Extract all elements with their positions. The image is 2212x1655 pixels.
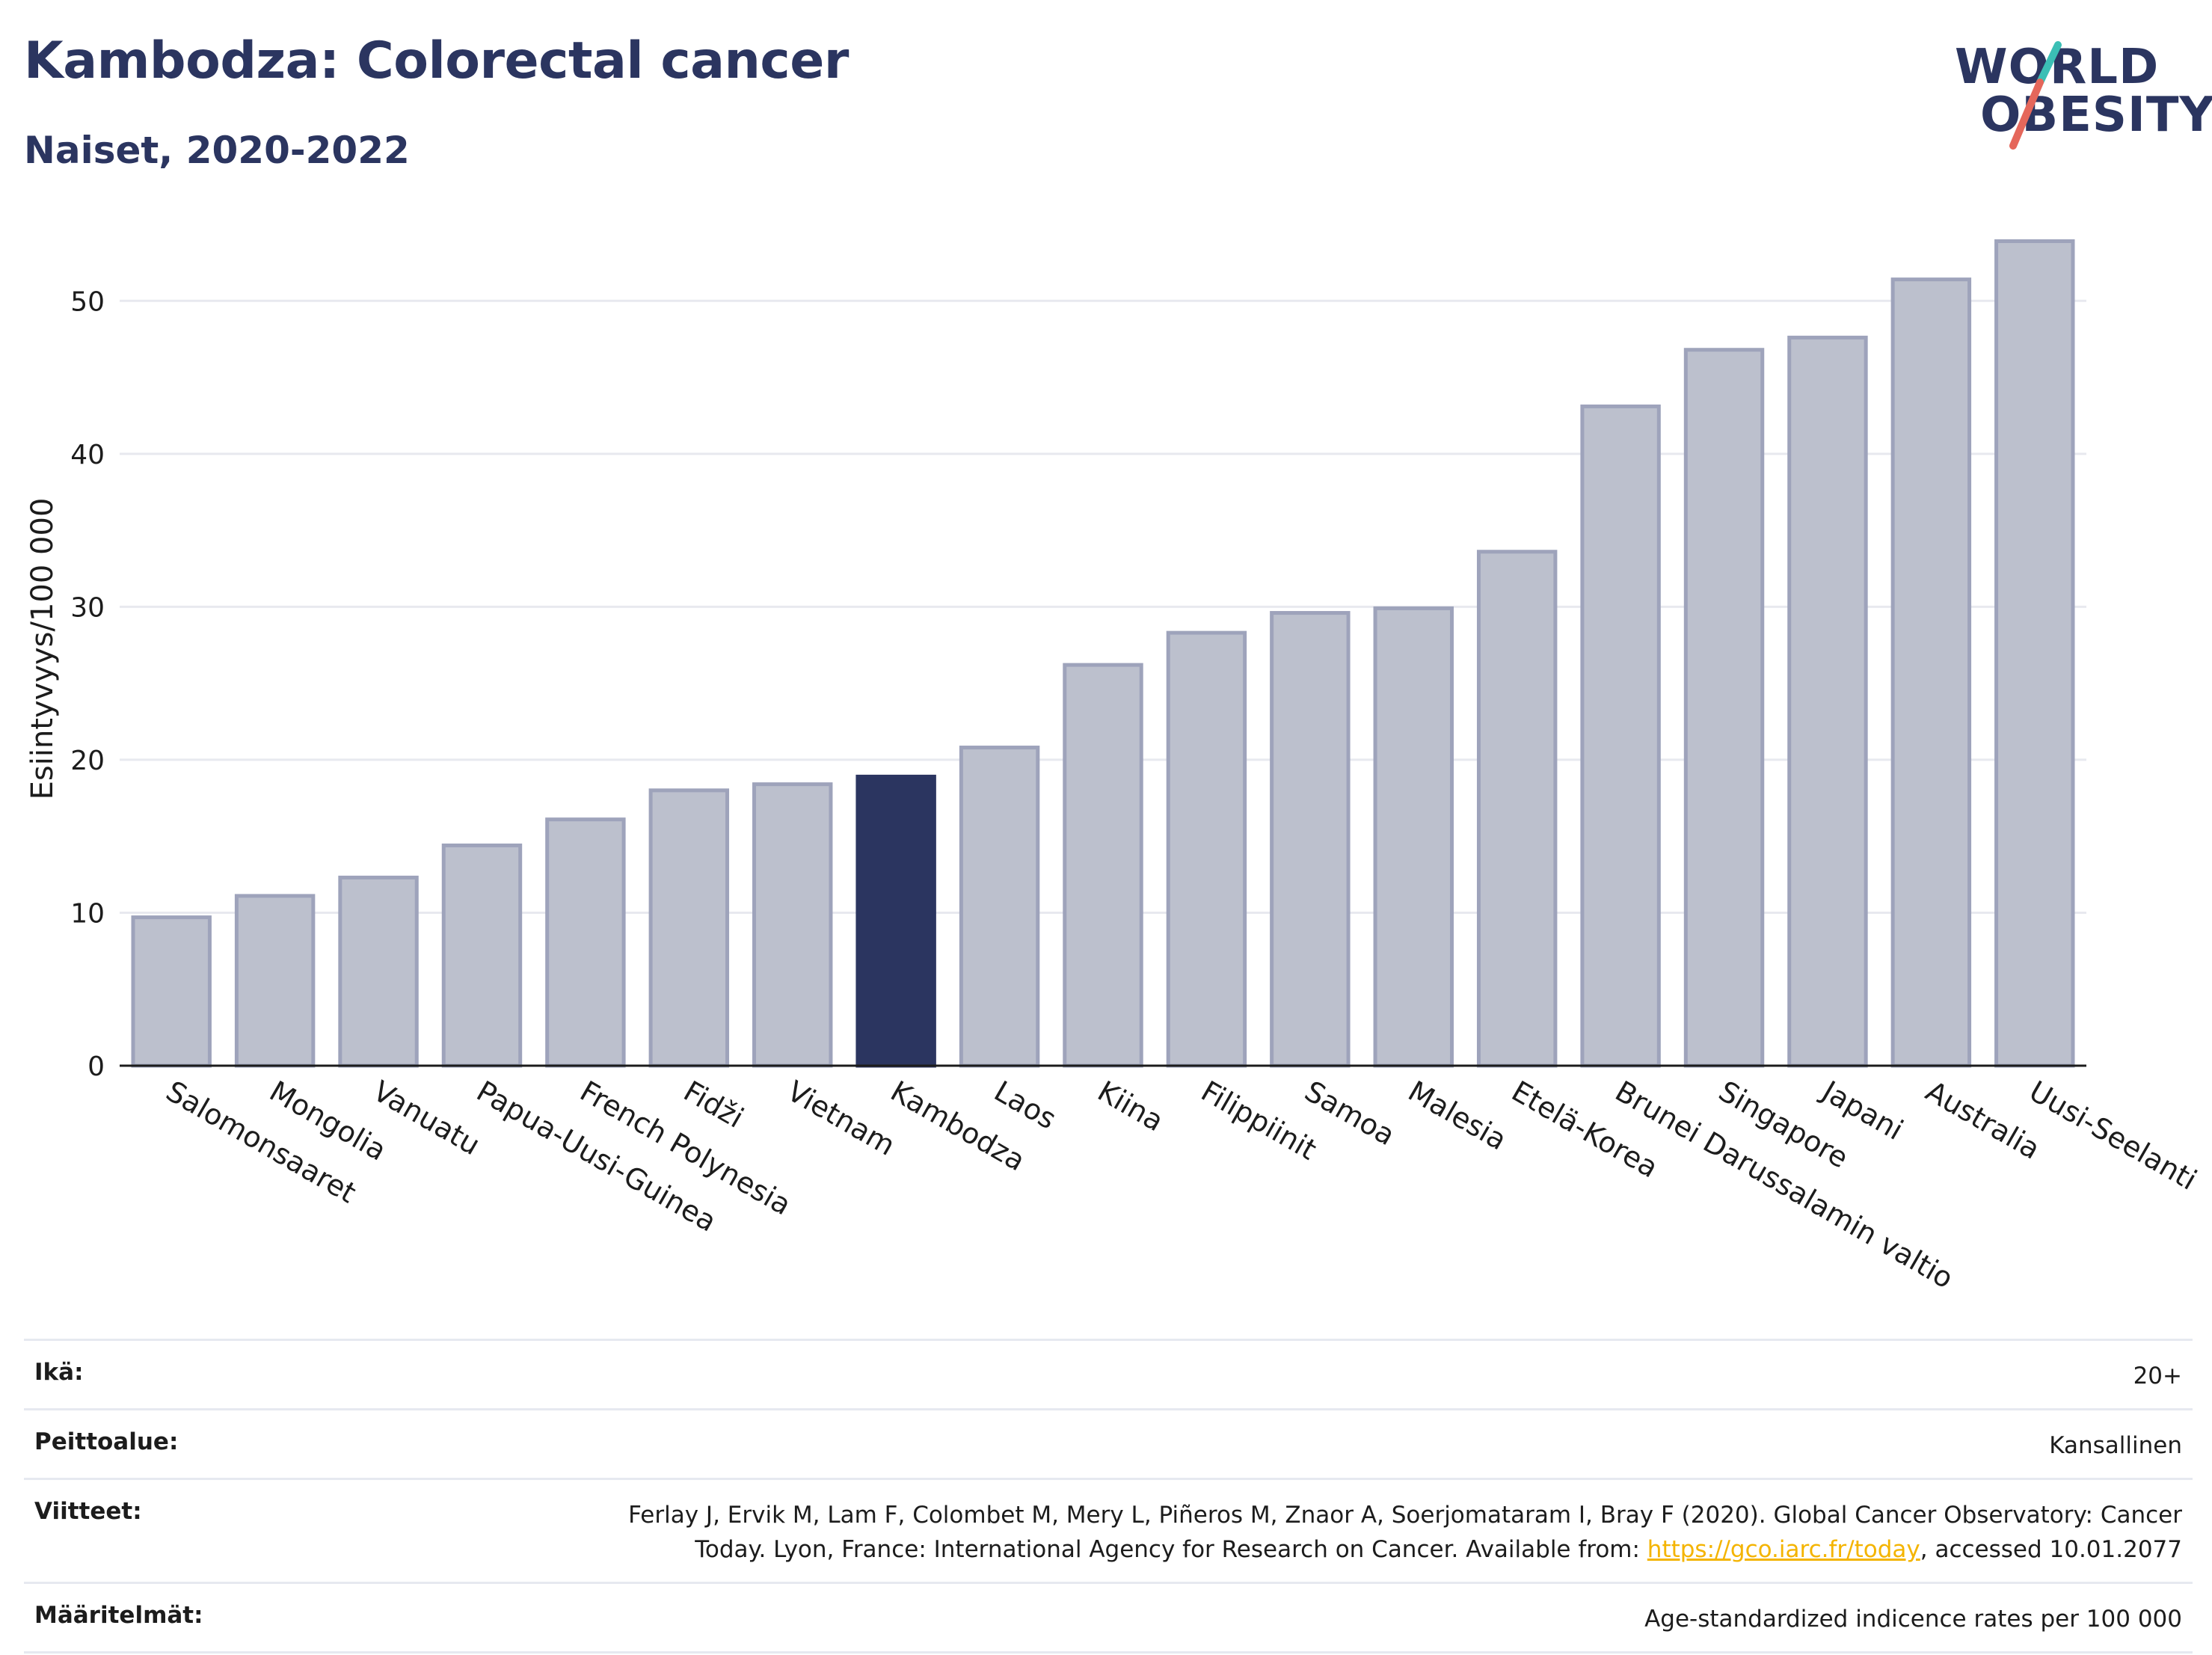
y-tick-label: 20 — [70, 746, 105, 776]
y-tick-label: 0 — [87, 1051, 105, 1082]
x-tick-label: Uusi-Seelanti — [2024, 1075, 2202, 1197]
bar — [338, 875, 419, 1068]
x-tick-label: Salomonsaaret — [161, 1075, 362, 1210]
y-axis-title: Esiintyvyys/100 000 — [25, 498, 60, 800]
bar — [855, 774, 936, 1068]
chart-footer: Ikä: 20+ Peittoalue: Kansallinen Viittee… — [24, 1339, 2193, 1654]
bar — [131, 915, 212, 1068]
footer-label-definitions: Määritelmät: — [34, 1602, 203, 1629]
bar — [1683, 348, 1765, 1068]
world-obesity-logo: WORLD OBESITY — [1944, 22, 2212, 157]
reference-link[interactable]: https://gco.iarc.fr/today — [1647, 1536, 1920, 1563]
bar — [1476, 550, 1558, 1068]
bar — [1787, 335, 1868, 1068]
chart-subtitle: Naiset, 2020-2022 — [24, 129, 410, 172]
bar — [648, 788, 730, 1068]
bar — [1890, 277, 1972, 1068]
x-tick-label: Kiina — [1093, 1075, 1170, 1138]
x-tick-label: Australia — [1920, 1075, 2046, 1166]
footer-value-definitions: Age-standardized indicence rates per 100… — [1644, 1606, 2182, 1633]
y-tick-label: 30 — [70, 592, 105, 623]
footer-row-definitions: Määritelmät: Age-standardized indicence … — [24, 1582, 2193, 1654]
bar — [1270, 611, 1351, 1068]
footer-label-references: Viitteet: — [34, 1498, 142, 1525]
footer-row-references: Viitteet: Ferlay J, Ervik M, Lam F, Colo… — [24, 1478, 2193, 1582]
logo-slash-icon — [2009, 41, 2062, 150]
reference-text: Ferlay J, Ervik M, Lam F, Colombet M, Me… — [628, 1502, 2182, 1563]
bar — [1580, 404, 1661, 1068]
y-tick-label: 10 — [70, 898, 105, 929]
bar — [752, 782, 833, 1068]
footer-value-age: 20+ — [2133, 1363, 2182, 1390]
bar-chart: 0 10 20 30 40 50 Esiintyvyys/100 000 Salomonsaa… — [25, 239, 2202, 1295]
bar — [1166, 630, 1247, 1068]
bar — [545, 817, 626, 1068]
bar — [441, 843, 523, 1068]
footer-row-coverage: Peittoalue: Kansallinen — [24, 1408, 2193, 1478]
footer-label-age: Ikä: — [34, 1359, 84, 1386]
x-tick-label: Fidži — [678, 1075, 749, 1134]
footer-row-age: Ikä: 20+ — [24, 1339, 2193, 1408]
bar — [1373, 606, 1454, 1068]
x-tick-label: Filippiinit — [1196, 1075, 1322, 1167]
bar — [1063, 663, 1143, 1068]
footer-value-coverage: Kansallinen — [2049, 1432, 2182, 1459]
x-tick-label: Laos — [989, 1075, 1062, 1136]
y-tick-label: 40 — [70, 440, 105, 470]
y-tick-label: 50 — [70, 286, 105, 317]
footer-label-coverage: Peittoalue: — [34, 1428, 179, 1455]
bar — [1994, 239, 2075, 1068]
reference-accessed: , accessed 10.01.2077 — [1920, 1536, 2182, 1563]
chart-title: Kambodza: Colorectal cancer — [24, 31, 849, 90]
x-tick-label: Malesia — [1403, 1075, 1512, 1157]
bar — [234, 894, 316, 1068]
x-tick-label: Vietnam — [781, 1075, 900, 1162]
footer-value-references: Ferlay J, Ervik M, Lam F, Colombet M, Me… — [574, 1498, 2193, 1567]
bar — [959, 746, 1040, 1068]
